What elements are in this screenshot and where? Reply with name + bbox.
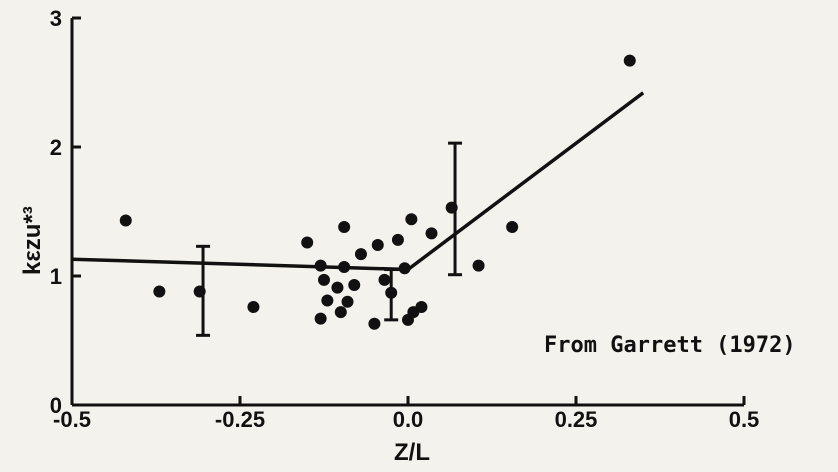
data-point xyxy=(301,236,314,249)
data-point xyxy=(341,295,354,308)
x-tick-label: 0.25 xyxy=(555,407,598,432)
x-tick-label: 0.5 xyxy=(729,407,760,432)
data-point xyxy=(348,279,361,292)
y-tick-label: 1 xyxy=(50,264,62,289)
x-tick-label: -0.25 xyxy=(215,407,265,432)
data-point xyxy=(354,248,367,261)
data-point xyxy=(371,239,384,252)
data-points xyxy=(119,54,636,330)
data-point xyxy=(398,262,411,275)
source-annotation: From Garrett (1972) xyxy=(544,333,796,358)
data-point xyxy=(318,273,330,286)
data-point xyxy=(314,312,327,325)
data-point xyxy=(415,300,428,313)
data-point xyxy=(153,285,166,298)
data-point xyxy=(506,220,519,233)
fit-line xyxy=(71,91,645,272)
data-point xyxy=(331,281,344,294)
y-tick-label: 0 xyxy=(50,393,62,418)
data-point xyxy=(378,273,391,286)
data-point xyxy=(119,214,132,227)
fit-line-group xyxy=(71,91,645,272)
x-tick-label: 0.0 xyxy=(393,407,424,432)
data-point xyxy=(425,227,438,240)
y-tick-label: 3 xyxy=(50,6,62,31)
y-tick-label: 2 xyxy=(50,135,62,160)
data-point xyxy=(334,306,347,319)
y-axis-title: kεzu*³ xyxy=(19,206,46,275)
data-point xyxy=(623,54,636,67)
x-tick-label: -0.5 xyxy=(53,407,91,432)
data-point xyxy=(405,213,418,226)
data-point xyxy=(338,260,351,273)
data-point xyxy=(391,233,404,246)
data-point xyxy=(472,259,485,272)
data-point xyxy=(314,259,327,272)
data-point xyxy=(193,285,206,298)
data-point xyxy=(338,220,351,233)
data-point xyxy=(385,286,398,299)
data-point xyxy=(321,294,334,307)
data-point xyxy=(445,201,458,214)
x-axis-title: Z/L xyxy=(394,439,430,466)
data-point xyxy=(247,300,260,313)
axes xyxy=(70,16,746,407)
data-point xyxy=(368,317,381,330)
tick-labels: -0.5 -0.25 0.0 0.25 0.5 0 1 2 3 xyxy=(50,6,760,432)
